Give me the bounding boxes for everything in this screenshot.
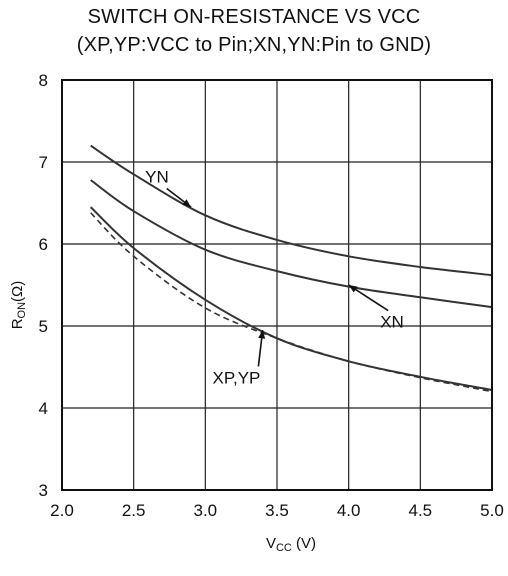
series-line-1 (90, 144, 493, 277)
y-tick-label: 4 (39, 399, 48, 418)
y-axis-label-sub: ON (16, 302, 28, 319)
x-tick-label: 2.5 (122, 501, 146, 520)
x-axis-label-main: V (266, 535, 276, 552)
series-group (90, 144, 493, 393)
x-axis-label: VCC (V) (266, 535, 316, 554)
y-axis-label: RON(Ω) (9, 281, 28, 330)
annotation-label: XN (380, 313, 404, 332)
tick-labels: 2.0 2.5 3.0 3.5 4.0 4.5 5.0 3 4 5 6 7 8 (39, 71, 504, 520)
chart-title: SWITCH ON-RESISTANCE VS VCC (87, 6, 421, 28)
y-tick-label: 6 (39, 235, 48, 254)
y-tick-label: 7 (39, 153, 48, 172)
chart-subtitle: (XP,YP:VCC to Pin;XN,YN:Pin to GND) (76, 34, 432, 56)
x-tick-label: 2.0 (50, 501, 74, 520)
y-axis-label-main: R (9, 318, 26, 329)
y-tick-label: 5 (39, 317, 48, 336)
x-tick-label: 4.5 (409, 501, 433, 520)
annotation-label: YN (145, 168, 169, 187)
plot-frame (61, 79, 493, 491)
series-line-4-dashed (90, 212, 493, 393)
x-axis-label-unit: (V) (292, 535, 316, 552)
annotation-arrowhead (348, 285, 358, 293)
x-tick-label: 5.0 (480, 501, 504, 520)
x-axis-label-sub: CC (276, 542, 292, 554)
grid (62, 80, 492, 490)
annotation-arrowhead (182, 199, 191, 208)
annotation-label: XP,YP (213, 368, 261, 387)
series-line-2 (90, 179, 493, 309)
y-tick-label: 3 (39, 481, 48, 500)
x-tick-label: 4.0 (337, 501, 361, 520)
x-tick-label: 3.0 (194, 501, 218, 520)
x-tick-label: 3.5 (265, 501, 289, 520)
annotation-arrowhead (258, 330, 266, 339)
annotations-group: YN XN XP,YP (145, 168, 404, 388)
y-axis-label-unit: (Ω) (9, 281, 26, 302)
series-line-3 (90, 206, 493, 391)
y-tick-label: 8 (39, 71, 48, 90)
